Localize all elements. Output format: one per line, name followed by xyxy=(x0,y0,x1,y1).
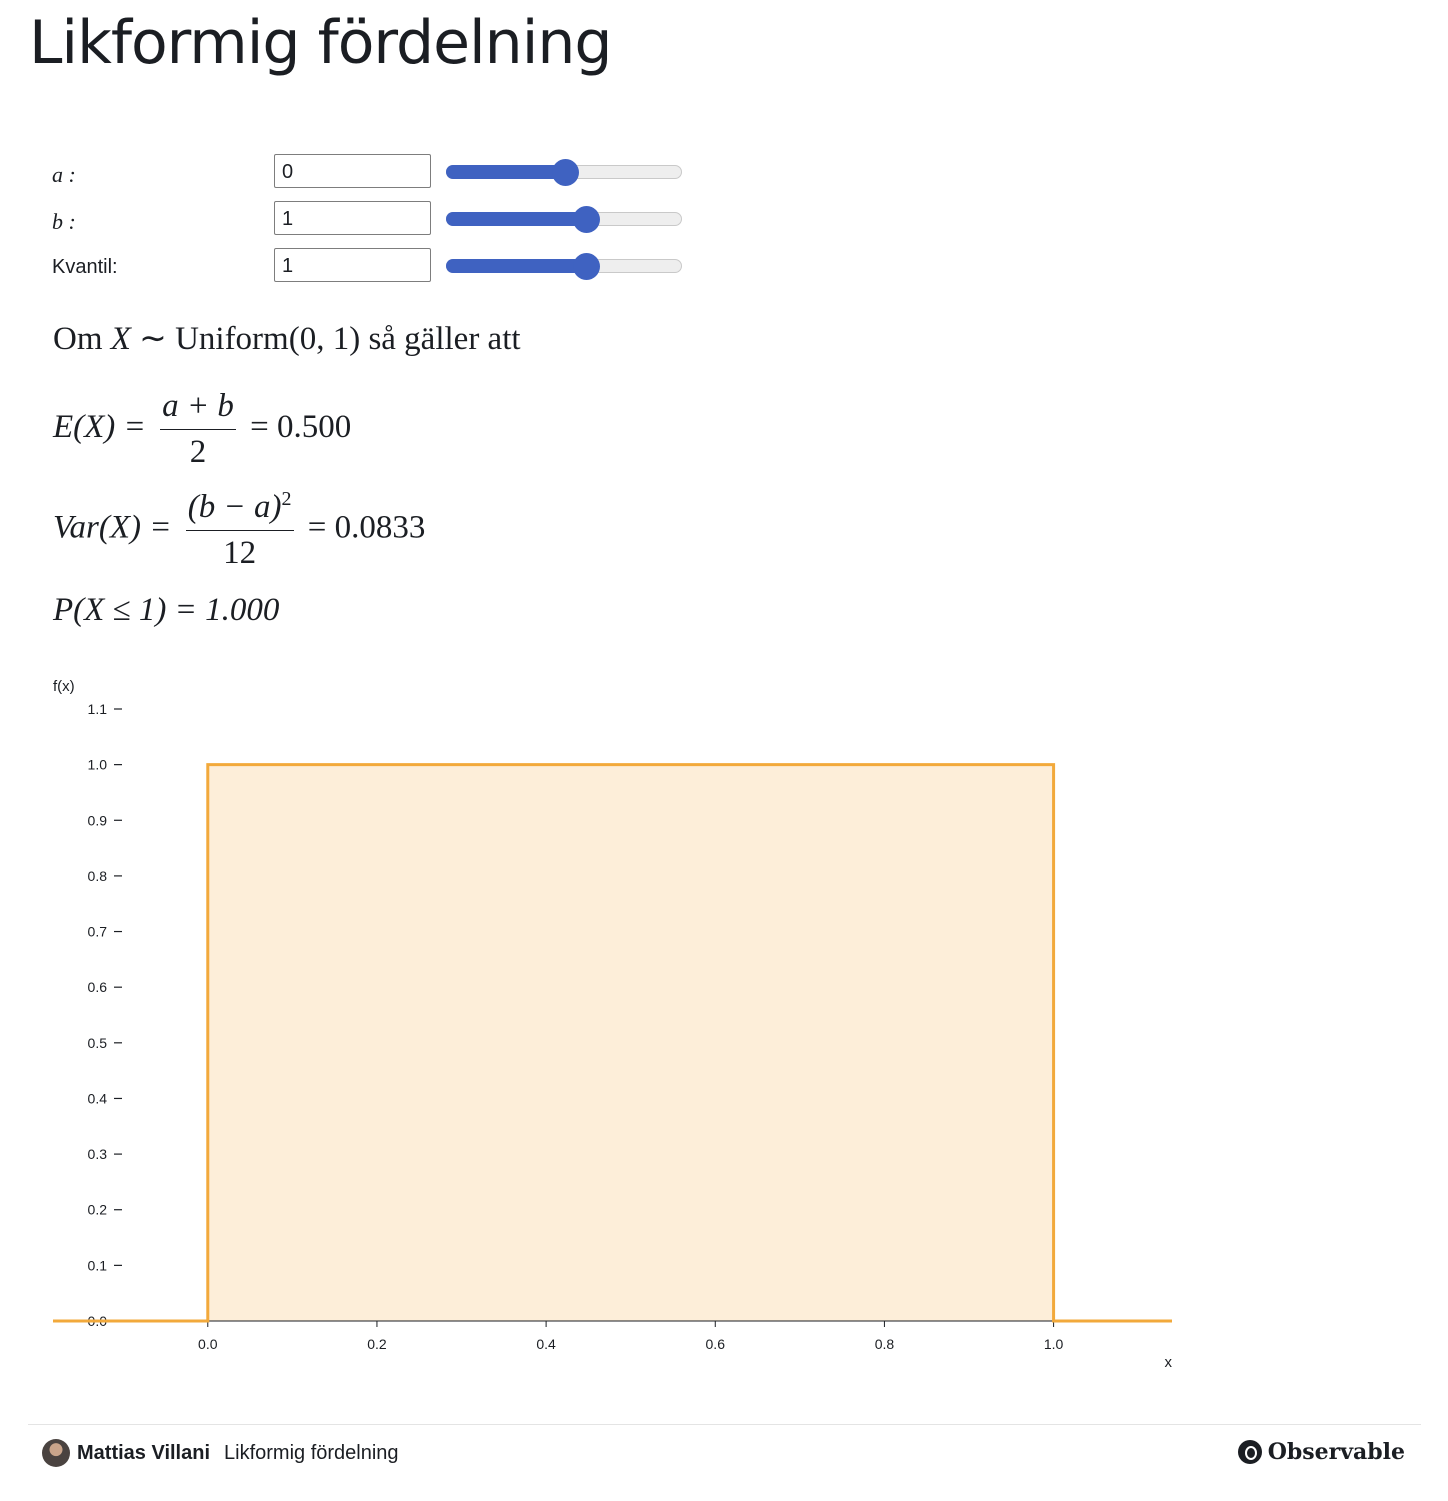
author-avatar[interactable] xyxy=(42,1439,70,1467)
y-tick-label: 0.1 xyxy=(88,1257,108,1273)
expectation-numerator: a + b xyxy=(160,388,236,430)
b-slider[interactable] xyxy=(446,206,682,233)
density-line xyxy=(53,763,1172,1323)
y-tick-label: 0.6 xyxy=(88,979,108,995)
a-number-input[interactable]: 0 xyxy=(274,154,431,188)
expectation-lhs: E(X) = xyxy=(53,409,146,446)
y-tick-label: 0.3 xyxy=(88,1146,108,1162)
observable-logo-icon xyxy=(1237,1440,1262,1464)
quantile-number-input[interactable]: 1 xyxy=(274,248,431,282)
variance-formula: Var(X) = (b − a)2 12 = 0.0833 xyxy=(53,488,425,572)
intro-formula: Om X ∼ Uniform(0, 1) så gäller att xyxy=(53,318,521,358)
x-tick-label: 0.2 xyxy=(367,1336,387,1352)
variance-result: = 0.0833 xyxy=(307,509,426,546)
expectation-fraction: a + b 2 xyxy=(160,388,236,471)
y-axis-label: f(x) xyxy=(53,678,75,695)
y-tick-label: 0.7 xyxy=(88,924,108,940)
observable-brand-text: Observable xyxy=(1267,1439,1405,1465)
quantile-slider-fill xyxy=(446,259,587,273)
variance-fraction: (b − a)2 12 xyxy=(185,488,294,572)
y-tick-label: 1.1 xyxy=(88,701,108,717)
control-row-b: b : 1 xyxy=(52,201,692,237)
variance-denominator: 12 xyxy=(223,535,257,571)
x-axis-label: x xyxy=(1165,1354,1173,1371)
density-area xyxy=(207,764,1054,1321)
a-slider-fill xyxy=(446,165,565,179)
variance-numerator: (b − a)2 xyxy=(185,488,294,531)
observable-brand-link[interactable]: Observable xyxy=(1237,1439,1405,1465)
y-tick-label: 0.4 xyxy=(88,1090,108,1106)
a-slider-thumb[interactable] xyxy=(551,159,579,186)
y-tick-label: 0.2 xyxy=(88,1202,108,1218)
quantile-slider[interactable] xyxy=(446,253,682,280)
density-chart: 0.0 0.2 0.4 0.6 0.8 1.00.00.10.20.30.40.50.60… xyxy=(53,678,1173,1371)
x-tick-label: 0.0 xyxy=(198,1336,218,1352)
intro-prefix: Om xyxy=(53,321,111,357)
author-name[interactable]: Mattias Villani xyxy=(77,1442,211,1464)
x-tick-label: 1.0 xyxy=(1044,1336,1064,1352)
quantile-label: Kvantil: xyxy=(52,256,118,278)
variance-lhs: Var(X) = xyxy=(53,509,172,546)
probability-formula: P(X ≤ 1) = 1.000 xyxy=(53,592,280,628)
x-tick-label: 0.8 xyxy=(875,1336,895,1352)
expectation-formula: E(X) = a + b 2 = 0.500 xyxy=(53,388,351,471)
expectation-result: = 0.500 xyxy=(250,409,352,446)
intro-distribution: ∼ Uniform(0, 1) så gäller att xyxy=(130,321,521,357)
y-tick-label: 0.5 xyxy=(88,1035,108,1051)
a-slider[interactable] xyxy=(446,159,682,186)
b-label: b : xyxy=(52,209,76,234)
variance-exponent: 2 xyxy=(281,488,292,510)
footer: Mattias Villani Likformig fördelning Obs… xyxy=(28,1424,1421,1485)
y-tick-label: 0.8 xyxy=(88,868,108,884)
page-title: Likformig fördelning xyxy=(29,8,612,78)
b-number-input[interactable]: 1 xyxy=(274,201,431,235)
x-tick-label: 0.6 xyxy=(706,1336,726,1352)
controls-form: a : 0 b : 1 Kvantil: 1 xyxy=(52,154,692,295)
x-tick-label: 0.4 xyxy=(536,1336,556,1352)
b-slider-thumb[interactable] xyxy=(572,206,600,233)
expectation-denominator: 2 xyxy=(189,434,207,470)
a-label: a : xyxy=(52,162,76,187)
control-row-a: a : 0 xyxy=(52,154,692,190)
variance-numerator-text: (b − a) xyxy=(187,489,282,525)
y-tick-label: 1.0 xyxy=(88,757,108,773)
intro-variable: X xyxy=(110,321,131,357)
control-row-quantile: Kvantil: 1 xyxy=(52,248,692,284)
notebook-title[interactable]: Likformig fördelning xyxy=(224,1442,399,1464)
quantile-slider-thumb[interactable] xyxy=(572,253,600,280)
y-tick-label: 0.9 xyxy=(88,812,108,828)
b-slider-fill xyxy=(446,212,587,226)
